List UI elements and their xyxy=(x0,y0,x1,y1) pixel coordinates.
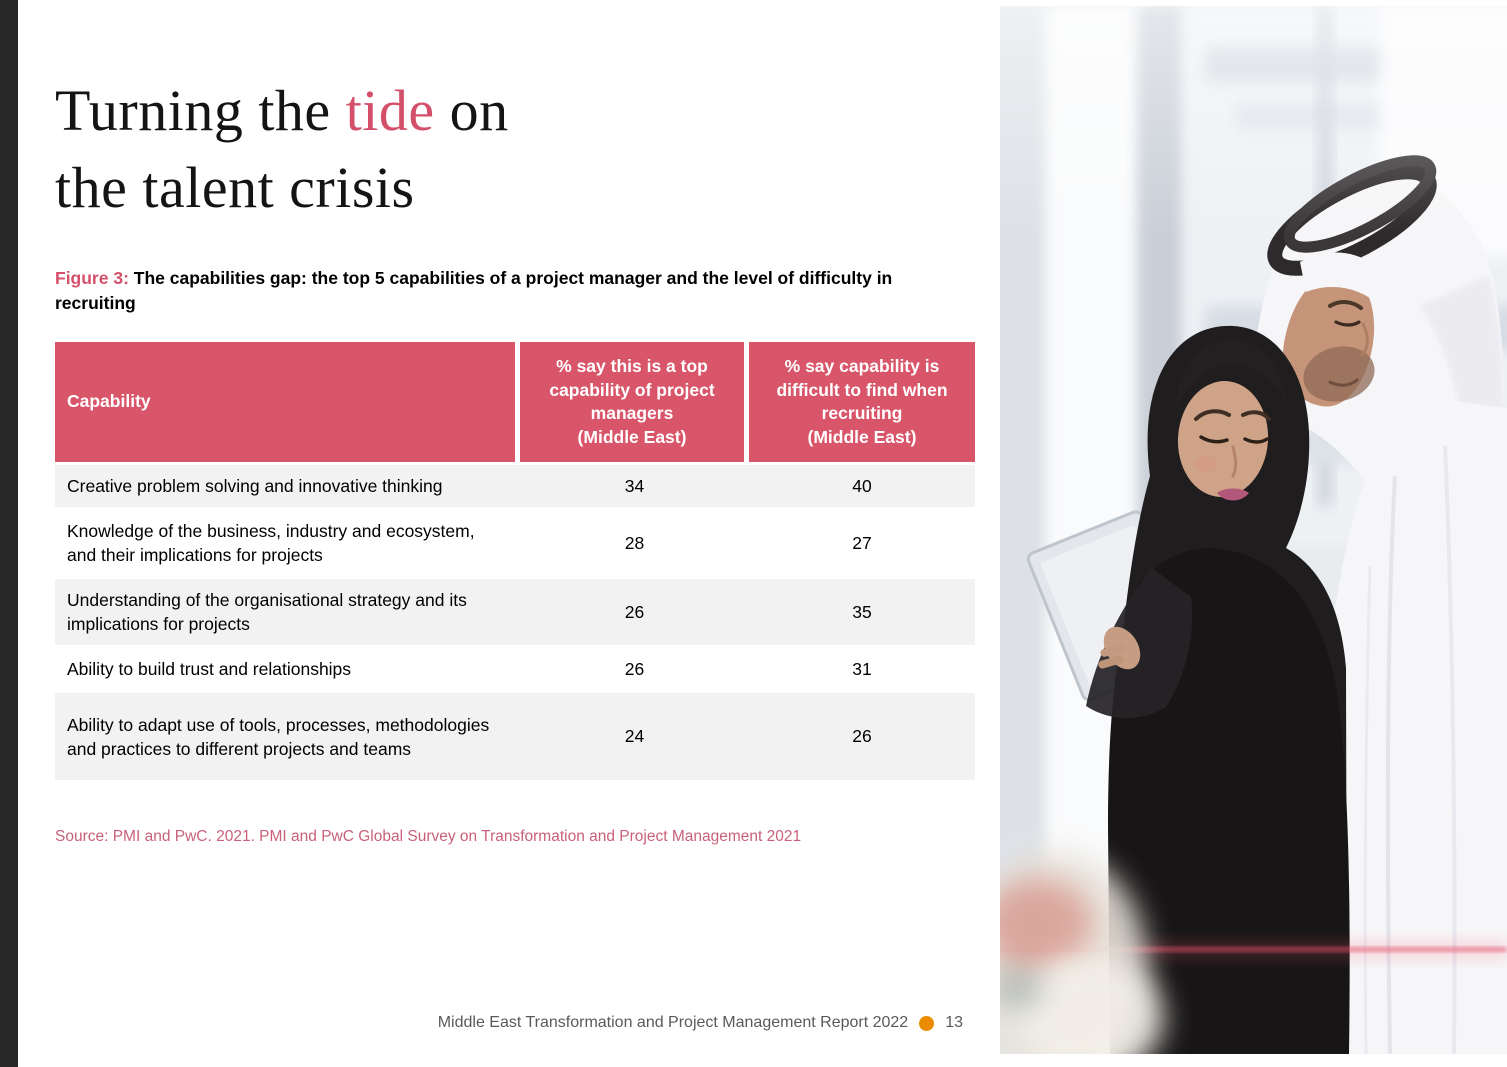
column-header-capability: Capability xyxy=(55,342,515,462)
figure-label: Figure 3: xyxy=(55,268,129,288)
column-header-difficult-to-find: % say capability is difficult to find wh… xyxy=(749,342,975,462)
capability-cell: Creative problem solving and innovative … xyxy=(67,476,443,496)
difficult-value: 31 xyxy=(852,658,872,679)
title-highlight: tide xyxy=(345,78,435,143)
table-row: Knowledge of the business, industry and … xyxy=(55,507,975,576)
table-header-row: Capability % say this is a top capabilit… xyxy=(55,342,975,462)
difficult-value: 40 xyxy=(852,475,872,496)
table-row: Ability to adapt use of tools, processes… xyxy=(55,690,975,780)
capability-cell: Understanding of the organisational stra… xyxy=(67,590,467,634)
page-title: Turning the tide on the talent crisis xyxy=(55,72,975,226)
photo-pink-streak xyxy=(1000,947,1507,952)
table-row: Ability to build trust and relationships… xyxy=(55,645,975,690)
page-footer: Middle East Transformation and Project M… xyxy=(55,1014,975,1032)
photo-woman-face xyxy=(1177,381,1269,497)
left-edge-bar xyxy=(0,0,18,1067)
top-capability-value: 26 xyxy=(624,658,645,679)
page-marker-dot-icon xyxy=(919,1015,935,1031)
photo-two-businesspeople xyxy=(1000,6,1507,1054)
photo-illustration xyxy=(1000,6,1507,1054)
figure-caption-text: The capabilities gap: the top 5 capabili… xyxy=(55,268,893,313)
source-citation: Source: PMI and PwC. 2021. PMI and PwC G… xyxy=(55,828,802,845)
top-capability-value: 34 xyxy=(624,475,645,496)
title-text-post: on the talent crisis xyxy=(55,78,509,220)
title-text-pre: Turning the xyxy=(55,78,346,143)
top-capability-value: 28 xyxy=(624,532,645,553)
page-number: 13 xyxy=(945,1014,963,1031)
difficult-value: 26 xyxy=(852,726,872,746)
photo-woman xyxy=(1086,325,1350,1054)
capability-cell: Ability to adapt use of tools, processes… xyxy=(67,714,490,759)
table-row: Creative problem solving and innovative … xyxy=(55,462,975,507)
table-row: Understanding of the organisational stra… xyxy=(55,576,975,645)
figure-caption: Figure 3: The capabilities gap: the top … xyxy=(55,266,935,316)
photo-man-kandura xyxy=(1328,400,1507,1054)
photo-woman-lips xyxy=(1217,488,1249,501)
capability-cell: Knowledge of the business, industry and … xyxy=(67,521,475,565)
top-capability-value: 24 xyxy=(624,726,645,746)
footer-report-title: Middle East Transformation and Project M… xyxy=(437,1014,909,1031)
top-capability-value: 26 xyxy=(624,601,645,622)
difficult-value: 27 xyxy=(852,532,872,553)
column-header-top-capability: % say this is a top capability of projec… xyxy=(520,342,744,462)
capabilities-table: Capability % say this is a top capabilit… xyxy=(55,342,975,780)
difficult-value: 35 xyxy=(852,601,872,622)
main-content: Turning the tide on the talent crisis Fi… xyxy=(55,0,975,846)
capability-cell: Ability to build trust and relationships xyxy=(67,659,352,679)
